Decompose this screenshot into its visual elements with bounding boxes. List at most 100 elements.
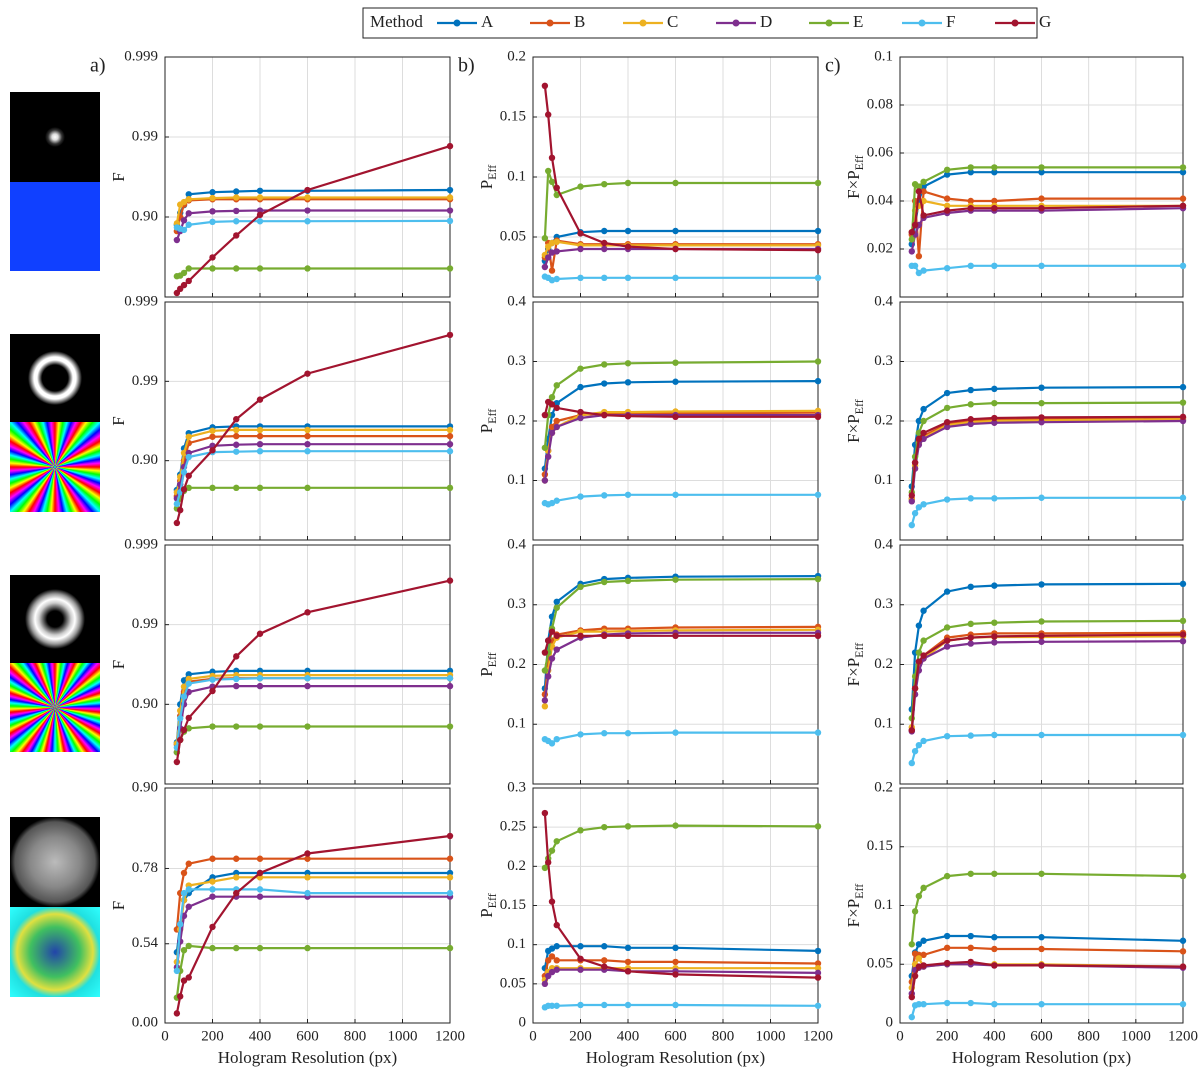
y-tick-label: 0.1 — [874, 716, 893, 732]
series-line — [912, 936, 1183, 976]
data-point — [944, 167, 950, 173]
y-axis-label-main: F — [109, 172, 128, 181]
y-tick-label: 0.90 — [132, 208, 158, 224]
data-point — [554, 405, 560, 411]
data-point — [554, 633, 560, 639]
data-point — [545, 454, 551, 460]
y-axis-label-main: P — [477, 908, 496, 917]
data-point — [1038, 195, 1044, 201]
data-point — [554, 967, 560, 973]
data-point — [181, 693, 187, 699]
panel-label: a) — [90, 55, 106, 77]
y-tick-label: 0.3 — [507, 779, 526, 795]
series-line — [177, 269, 450, 277]
data-point — [304, 683, 310, 689]
data-point — [815, 378, 821, 384]
data-point — [909, 727, 915, 733]
series-line — [177, 727, 450, 753]
data-point — [447, 207, 453, 213]
data-point — [815, 823, 821, 829]
x-axis-label: Hologram Resolution (px) — [952, 1048, 1131, 1067]
data-point — [672, 729, 678, 735]
data-point — [554, 185, 560, 191]
y-tick-label: 0.2 — [874, 779, 893, 795]
series-line — [545, 1005, 818, 1007]
data-point — [257, 631, 263, 637]
data-point — [625, 945, 631, 951]
data-point — [233, 218, 239, 224]
data-point — [625, 243, 631, 249]
data-point — [554, 599, 560, 605]
data-point — [549, 430, 555, 436]
y-tick-label: 0.90 — [132, 779, 158, 795]
y-tick-label: 0.999 — [124, 536, 158, 552]
y-tick-label: 0.25 — [500, 819, 526, 835]
series-line — [177, 946, 450, 998]
data-point — [447, 187, 453, 193]
legend-swatch — [826, 20, 833, 27]
y-axis-label-main: P — [477, 180, 496, 189]
data-point — [233, 945, 239, 951]
data-point — [549, 898, 555, 904]
series-line — [177, 199, 450, 231]
data-point — [542, 667, 548, 673]
data-point — [1180, 631, 1186, 637]
data-point — [554, 922, 560, 928]
x-tick-label: 800 — [712, 1028, 735, 1044]
data-point — [916, 436, 922, 442]
data-point — [1180, 581, 1186, 587]
y-tick-label: 0.999 — [124, 48, 158, 64]
legend-title: Method — [370, 12, 423, 31]
data-point — [815, 729, 821, 735]
data-point — [672, 945, 678, 951]
y-tick-label: 0.05 — [867, 956, 893, 972]
data-point — [186, 222, 192, 228]
data-point — [916, 893, 922, 899]
data-point — [577, 956, 583, 962]
data-point — [672, 414, 678, 420]
data-point — [209, 485, 215, 491]
series-line — [912, 964, 1183, 993]
data-point — [209, 428, 215, 434]
series-line — [545, 579, 818, 670]
y-tick-label: 0.90 — [132, 452, 158, 468]
y-tick-label: 0.999 — [124, 293, 158, 309]
data-point — [186, 278, 192, 284]
data-point — [601, 1002, 607, 1008]
y-axis-label: F×PEff — [844, 643, 866, 687]
data-point — [909, 236, 915, 242]
data-point — [1180, 164, 1186, 170]
data-point — [257, 886, 263, 892]
data-point — [601, 730, 607, 736]
y-axis-label: PEff — [477, 165, 499, 190]
data-point — [233, 683, 239, 689]
data-point — [186, 943, 192, 949]
data-point — [672, 576, 678, 582]
series-line — [912, 636, 1183, 727]
x-tick-label: 0 — [896, 1028, 904, 1044]
data-point — [920, 179, 926, 185]
series-line — [177, 190, 450, 225]
data-point — [912, 685, 918, 691]
legend-label: E — [853, 12, 863, 31]
data-point — [991, 732, 997, 738]
data-point — [181, 227, 187, 233]
data-point — [672, 180, 678, 186]
data-point — [1180, 948, 1186, 954]
data-point — [625, 823, 631, 829]
y-axis-label: PEff — [477, 409, 499, 434]
data-point — [257, 441, 263, 447]
data-point — [991, 400, 997, 406]
data-point — [554, 276, 560, 282]
data-point — [577, 493, 583, 499]
series-line — [912, 1003, 1183, 1017]
data-point — [916, 253, 922, 259]
data-point — [233, 427, 239, 433]
data-point — [577, 584, 583, 590]
data-point — [968, 416, 974, 422]
data-point — [554, 957, 560, 963]
data-point — [601, 579, 607, 585]
data-point — [577, 365, 583, 371]
data-point — [912, 973, 918, 979]
x-axis-label: Hologram Resolution (px) — [218, 1048, 397, 1067]
